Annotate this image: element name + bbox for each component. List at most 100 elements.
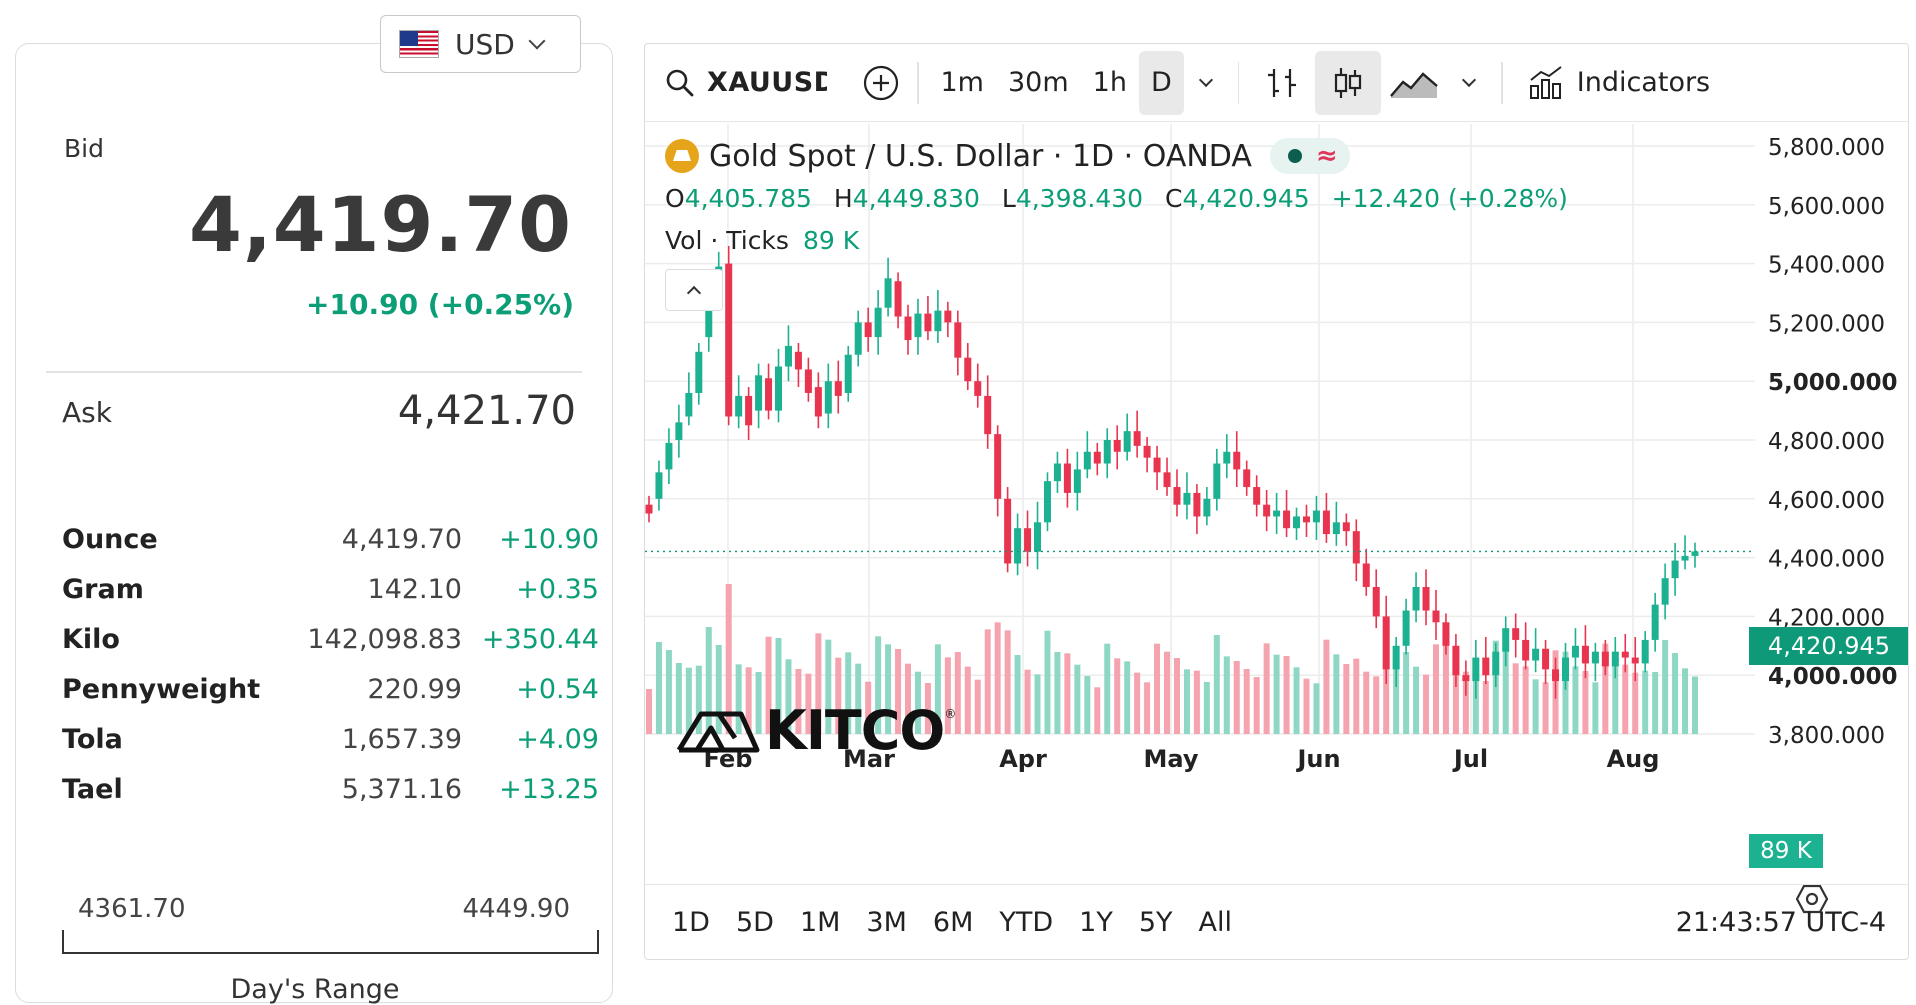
toolbar-separator bbox=[1237, 61, 1240, 104]
candle bbox=[1512, 628, 1520, 640]
collapse-legend-button[interactable] bbox=[665, 269, 723, 311]
price-chart[interactable]: 5,800.000 5,600.000 5,400.000 5,200.000 5,00… bbox=[645, 124, 1909, 884]
candle bbox=[904, 316, 912, 341]
y-tick-label: 4,600.000 bbox=[1768, 488, 1885, 514]
volume-bar bbox=[805, 673, 812, 734]
candle bbox=[1253, 487, 1261, 505]
volume-bar bbox=[665, 650, 672, 734]
volume-bar bbox=[885, 644, 892, 734]
candle bbox=[1063, 463, 1071, 493]
volume-bar bbox=[1522, 666, 1529, 734]
bar-chart-button[interactable] bbox=[1249, 51, 1315, 115]
candle bbox=[1611, 651, 1619, 667]
y-tick-label: 5,000.000 bbox=[1768, 370, 1898, 396]
volume-bar bbox=[825, 639, 832, 734]
last-price-tag: 4,420.945 bbox=[1749, 627, 1908, 665]
volume-bar bbox=[685, 667, 692, 734]
interval-1m[interactable]: 1m bbox=[940, 67, 984, 98]
candle bbox=[1581, 645, 1589, 664]
candle bbox=[1083, 451, 1091, 470]
candle bbox=[765, 378, 773, 411]
unit-row-kilo: Kilo 142,098.83 +350.44 bbox=[62, 614, 599, 664]
volume-bar bbox=[1472, 669, 1479, 734]
chevron-up-icon bbox=[686, 285, 702, 301]
candle bbox=[864, 322, 872, 338]
candle bbox=[804, 369, 812, 393]
volume-bar bbox=[675, 663, 682, 734]
volume-bar bbox=[974, 679, 981, 734]
indicators-button[interactable]: Indicators bbox=[1513, 64, 1710, 102]
interval-dropdown[interactable] bbox=[1184, 51, 1228, 115]
range-1y[interactable]: 1Y bbox=[1079, 907, 1113, 938]
interval-1h[interactable]: 1h bbox=[1092, 67, 1127, 98]
candle bbox=[1442, 622, 1450, 646]
volume-bar bbox=[1134, 672, 1141, 734]
candle bbox=[1043, 481, 1051, 523]
volume-bar bbox=[1432, 644, 1439, 734]
candle bbox=[1173, 487, 1181, 505]
volume-bar bbox=[924, 683, 931, 734]
candle bbox=[1671, 560, 1679, 579]
volume-value: 89 K bbox=[802, 226, 860, 255]
volume-bar bbox=[1373, 676, 1380, 734]
candle bbox=[665, 442, 673, 470]
candle bbox=[1273, 510, 1281, 517]
volume-bar bbox=[646, 689, 652, 734]
volume-bar bbox=[1562, 651, 1569, 734]
volume-bar bbox=[1333, 654, 1340, 734]
unit-row-pennyweight: Pennyweight 220.99 +0.54 bbox=[62, 664, 599, 714]
volume-bar bbox=[1303, 678, 1310, 734]
range-5d[interactable]: 5D bbox=[735, 907, 774, 938]
interval-30m[interactable]: 30m bbox=[1007, 67, 1069, 98]
volume-bar bbox=[1243, 669, 1250, 734]
range-all[interactable]: All bbox=[1198, 907, 1232, 938]
unit-row-gram: Gram 142.10 +0.35 bbox=[62, 564, 599, 614]
y-tick-label: 5,400.000 bbox=[1768, 253, 1885, 279]
candle bbox=[1223, 451, 1231, 464]
candle bbox=[974, 381, 982, 396]
volume-bar bbox=[1114, 658, 1121, 734]
y-tick-label: 5,800.000 bbox=[1768, 135, 1885, 161]
range-3m[interactable]: 3M bbox=[866, 907, 907, 938]
candlestick-button[interactable] bbox=[1315, 50, 1382, 115]
range-1m[interactable]: 1M bbox=[799, 907, 841, 938]
volume-bar bbox=[1413, 666, 1420, 734]
volume-bar bbox=[895, 649, 902, 734]
add-symbol-button[interactable] bbox=[855, 51, 907, 115]
candle bbox=[1004, 498, 1012, 564]
currency-select[interactable]: USD bbox=[380, 15, 581, 73]
unit-name: Tael bbox=[62, 773, 123, 805]
candle bbox=[834, 381, 842, 396]
chart-type-dropdown[interactable] bbox=[1447, 51, 1491, 115]
range-1d[interactable]: 1D bbox=[672, 907, 710, 938]
candle bbox=[1153, 457, 1161, 473]
unit-price: 220.99 bbox=[367, 673, 462, 705]
high-value: 4,449.830 bbox=[852, 184, 980, 213]
volume-bar bbox=[655, 642, 662, 734]
volume-bar bbox=[1612, 651, 1619, 734]
candle bbox=[735, 395, 743, 417]
candle bbox=[1661, 578, 1669, 605]
range-6m[interactable]: 6M bbox=[932, 907, 974, 938]
indicators-label: Indicators bbox=[1576, 67, 1711, 98]
area-chart-button[interactable] bbox=[1381, 51, 1447, 115]
interval-d[interactable]: D bbox=[1138, 50, 1184, 115]
range-ytd[interactable]: YTD bbox=[999, 907, 1054, 938]
y-tick-label: 5,200.000 bbox=[1768, 311, 1885, 337]
volume-bar bbox=[905, 663, 912, 734]
symbol-search[interactable]: XAUUSD bbox=[645, 67, 855, 98]
range-5y[interactable]: 5Y bbox=[1138, 907, 1173, 938]
candle bbox=[874, 307, 882, 338]
market-status-pill[interactable]: ≈ bbox=[1269, 138, 1350, 174]
candle bbox=[964, 357, 972, 382]
volume-bar bbox=[1592, 682, 1599, 734]
candle bbox=[794, 351, 802, 370]
volume-bar bbox=[1542, 682, 1549, 734]
candle bbox=[1402, 610, 1410, 646]
volume-bar bbox=[1323, 639, 1330, 734]
symbol-label: XAUUSD bbox=[707, 67, 827, 98]
chart-settings-icon[interactable] bbox=[1795, 882, 1829, 916]
volume-bar bbox=[1124, 661, 1131, 734]
volume-bar bbox=[1482, 681, 1489, 734]
volume-bar bbox=[1044, 630, 1051, 734]
